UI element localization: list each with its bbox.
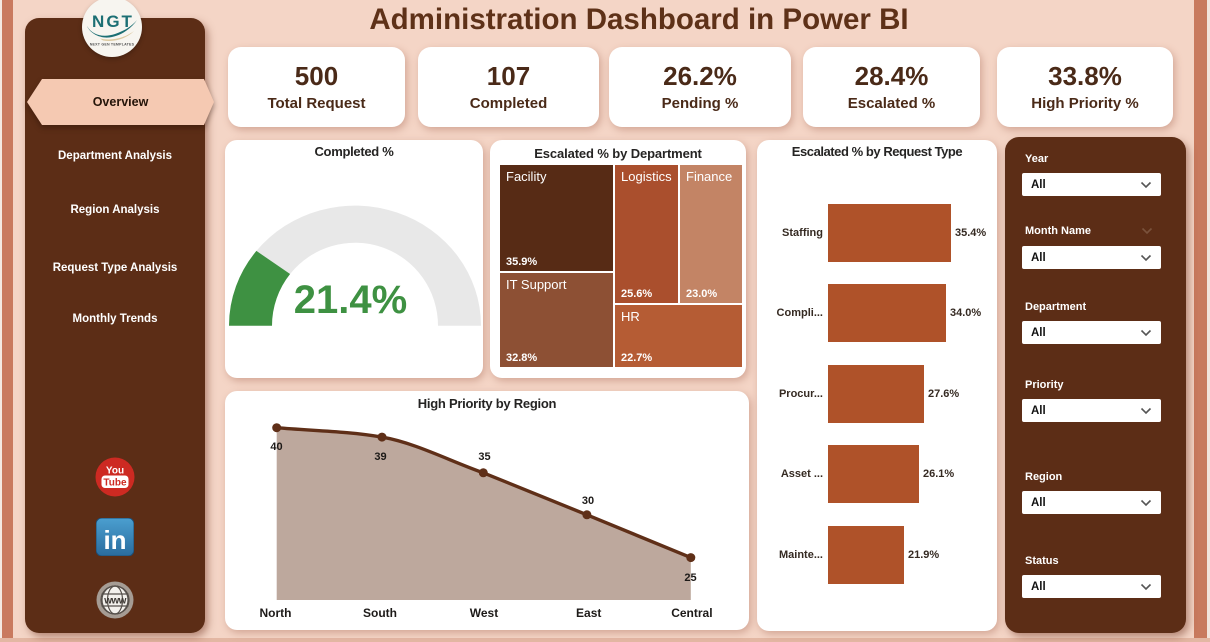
svg-text:West: West bbox=[470, 606, 498, 620]
svg-text:40: 40 bbox=[270, 441, 282, 453]
svg-text:South: South bbox=[363, 606, 397, 620]
svg-text:NGT: NGT bbox=[92, 12, 134, 31]
svg-text:39: 39 bbox=[374, 451, 386, 463]
svg-text:North: North bbox=[260, 606, 292, 620]
svg-text:Tube: Tube bbox=[103, 478, 127, 489]
svg-text:30: 30 bbox=[582, 495, 594, 507]
svg-text:Central: Central bbox=[671, 606, 712, 620]
svg-text:NEXT GEN TEMPLATES: NEXT GEN TEMPLATES bbox=[90, 43, 135, 47]
svg-text:East: East bbox=[576, 606, 601, 620]
svg-text:www: www bbox=[103, 596, 126, 607]
svg-text:You: You bbox=[106, 466, 124, 477]
svg-text:25: 25 bbox=[684, 572, 696, 584]
svg-text:in: in bbox=[103, 525, 126, 555]
svg-text:35: 35 bbox=[478, 451, 490, 463]
